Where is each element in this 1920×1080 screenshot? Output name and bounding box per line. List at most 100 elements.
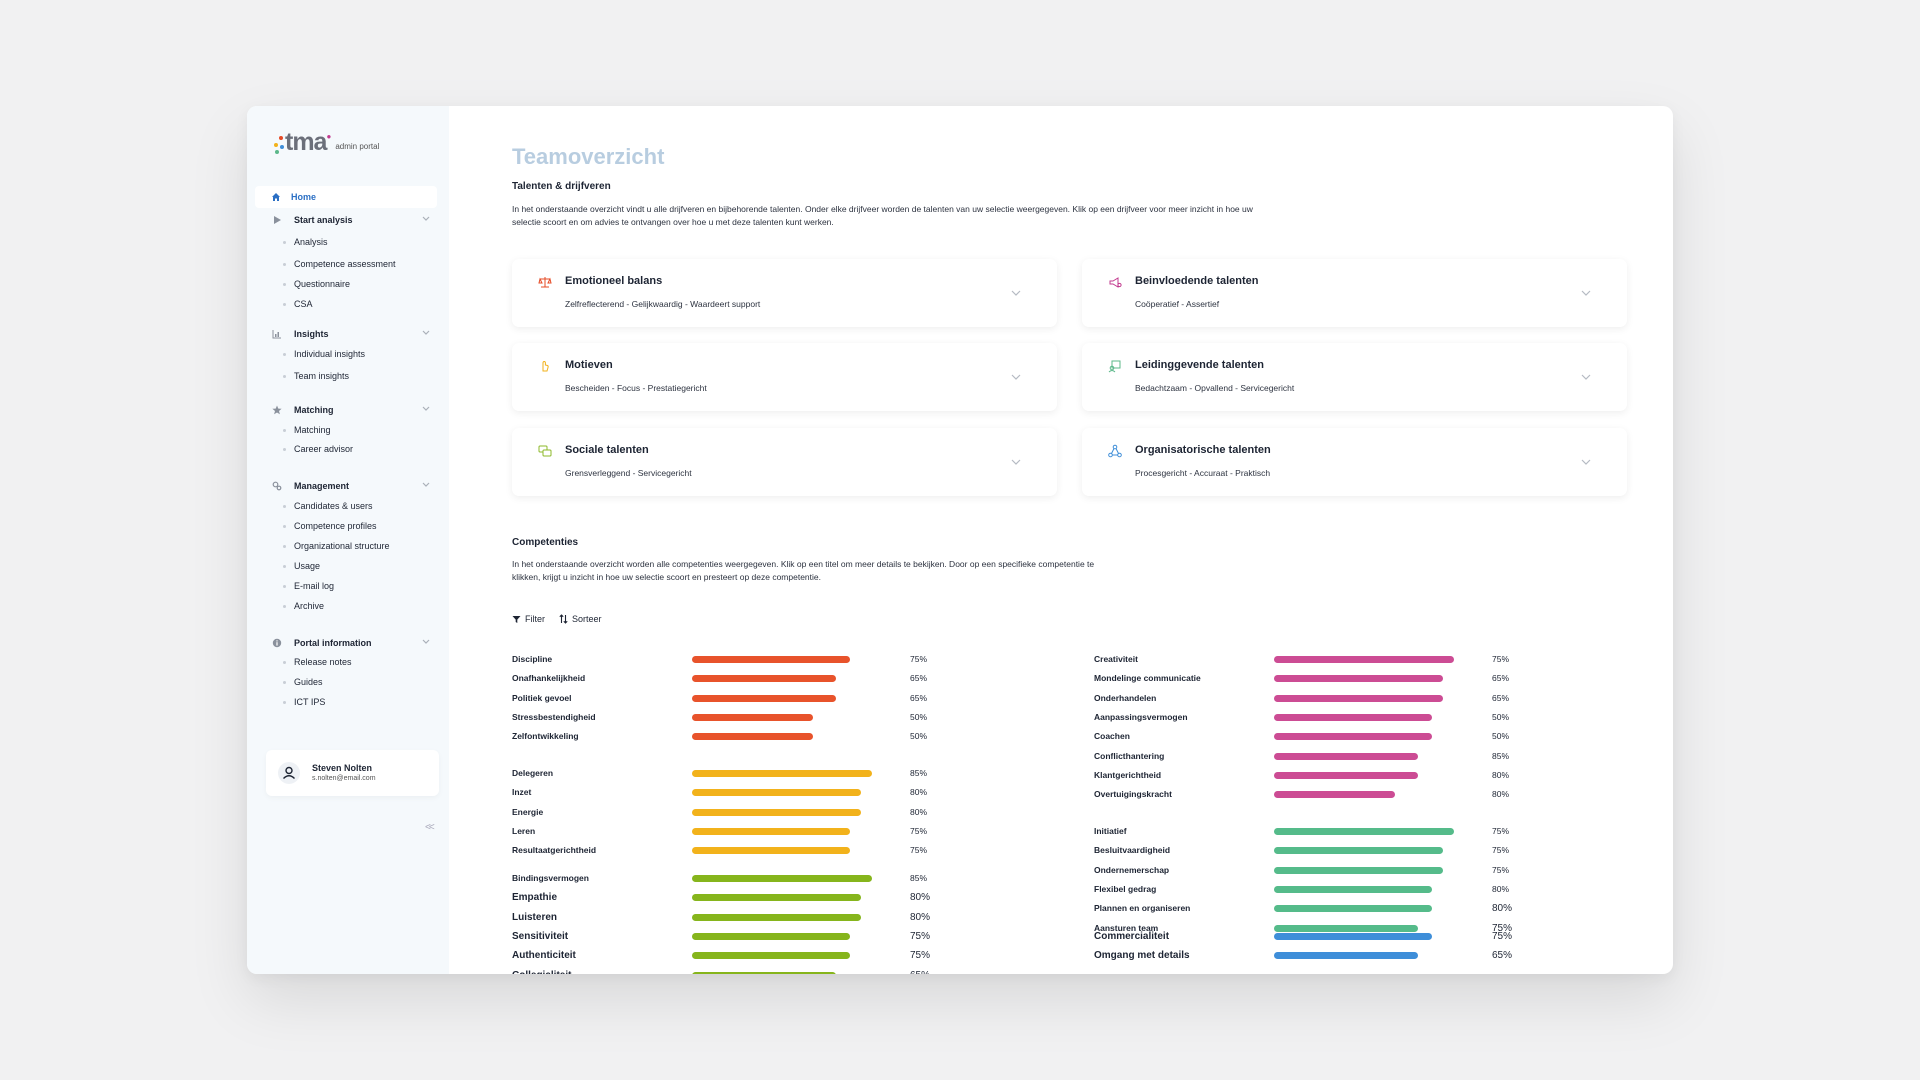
competency-row-ondernemerschap[interactable]: Ondernemerschap 75% — [1094, 864, 1534, 878]
collapse-sidebar-button[interactable]: << — [425, 822, 435, 833]
competency-row-luisteren[interactable]: Luisteren 80% — [512, 911, 952, 925]
competency-row-mondelinge-communicatie[interactable]: Mondelinge communicatie 65% — [1094, 672, 1534, 686]
competency-row-zelfontwikkeling[interactable]: Zelfontwikkeling 50% — [512, 730, 952, 744]
sidebar-item-competence-assessment[interactable]: Competence assessment — [283, 258, 396, 270]
competency-row-conflicthantering[interactable]: Conflicthantering 85% — [1094, 750, 1534, 764]
chevron-down-icon[interactable] — [421, 636, 431, 646]
competency-name[interactable]: Bindingsvermogen — [512, 873, 589, 883]
competency-row-bindingsvermogen[interactable]: Bindingsvermogen 85% — [512, 872, 952, 886]
competency-name[interactable]: Overtuigingskracht — [1094, 789, 1172, 800]
chevron-down-icon[interactable] — [421, 479, 431, 489]
chevron-down-icon[interactable] — [1580, 456, 1592, 468]
competency-name[interactable]: Onderhandelen — [1094, 692, 1157, 703]
sidebar-item-release-notes[interactable]: Release notes — [283, 656, 352, 668]
competency-row-onderhandelen[interactable]: Onderhandelen 65% — [1094, 692, 1534, 706]
competency-row-klantgerichtheid[interactable]: Klantgerichtheid 80% — [1094, 769, 1534, 783]
sidebar-item-archive[interactable]: Archive — [283, 600, 324, 612]
competency-name[interactable]: Leren — [512, 825, 536, 836]
competency-name[interactable]: Resultaatgerichtheid — [512, 845, 597, 856]
sidebar-item-ict-ips[interactable]: ICT IPS — [283, 696, 325, 708]
sidebar-item-candidates-users[interactable]: Candidates & users — [283, 500, 373, 512]
competency-row-energie[interactable]: Energie 80% — [512, 806, 952, 820]
sidebar-group-insights[interactable]: Insights — [247, 327, 449, 341]
card-motieven[interactable]: Motieven Bescheiden - Focus - Prestatieg… — [512, 343, 1057, 411]
competency-row-overtuigingskracht[interactable]: Overtuigingskracht 80% — [1094, 788, 1534, 802]
chevron-down-icon[interactable] — [421, 327, 431, 337]
card-organisatorische-talenten[interactable]: Organisatorische talenten Procesgericht … — [1082, 428, 1627, 496]
sidebar-item-competence-profiles[interactable]: Competence profiles — [283, 520, 377, 532]
card-leidinggevende-talenten[interactable]: Leidinggevende talenten Bedachtzaam - Op… — [1082, 343, 1627, 411]
competency-row-onafhankelijkheid[interactable]: Onafhankelijkheid 65% — [512, 672, 952, 686]
chevron-down-icon[interactable] — [1010, 287, 1022, 299]
competency-name[interactable]: Onafhankelijkheid — [512, 673, 586, 684]
chevron-down-icon[interactable] — [1580, 287, 1592, 299]
chevron-down-icon[interactable] — [1580, 371, 1592, 383]
competency-row-initiatief[interactable]: Initiatief 75% — [1094, 825, 1534, 839]
competency-row-resultaatgerichtheid[interactable]: Resultaatgerichtheid 75% — [512, 844, 952, 858]
competency-name[interactable]: Luisteren — [512, 911, 558, 923]
competency-row-collegialiteit[interactable]: Collegialiteit 65% — [512, 969, 952, 974]
sidebar-item-email-log[interactable]: E-mail log — [283, 580, 334, 592]
sidebar-group-management[interactable]: Management — [247, 479, 449, 493]
competency-row-authenticiteit[interactable]: Authenticiteit 75% — [512, 949, 952, 963]
competency-row-aanpassingsvermogen[interactable]: Aanpassingsvermogen 50% — [1094, 711, 1534, 725]
competency-name[interactable]: Delegeren — [512, 768, 554, 778]
sidebar-item-home[interactable]: Home — [255, 186, 437, 208]
competency-name[interactable]: Omgang met details — [1094, 950, 1190, 962]
competency-name[interactable]: Besluitvaardigheid — [1094, 845, 1171, 856]
sidebar-item-career-advisor[interactable]: Career advisor — [283, 443, 353, 455]
sidebar-item-usage[interactable]: Usage — [283, 560, 320, 572]
sidebar-group-portal-information[interactable]: Portal information — [247, 636, 449, 650]
competency-row-aansturen-team[interactable]: Aansturen team 75% — [1094, 922, 1534, 936]
competency-row-leren[interactable]: Leren 75% — [512, 825, 952, 839]
competency-row-delegeren[interactable]: Delegeren 85% — [512, 767, 952, 781]
sidebar-group-start-analysis[interactable]: Start analysis — [247, 213, 449, 227]
competency-row-besluitvaardigheid[interactable]: Besluitvaardigheid 75% — [1094, 844, 1534, 858]
competency-name[interactable]: Ondernemerschap — [1094, 864, 1170, 875]
competency-row-empathie[interactable]: Empathie 80% — [512, 891, 952, 905]
competency-name[interactable]: Empathie — [512, 892, 558, 904]
competency-name[interactable]: Sensitiviteit — [512, 930, 569, 942]
competency-name[interactable]: Mondelinge communicatie — [1094, 673, 1201, 684]
card-emotioneel-balans[interactable]: Emotioneel balans Zelfreflecterend - Gel… — [512, 259, 1057, 327]
competency-row-politiek-gevoel[interactable]: Politiek gevoel 65% — [512, 692, 952, 706]
competency-name[interactable]: Aanpassingsvermogen — [1094, 711, 1188, 722]
competency-name[interactable]: Stressbestendigheid — [512, 711, 596, 722]
competency-name[interactable]: Initiatief — [1094, 826, 1127, 836]
competency-row-creativiteit[interactable]: Creativiteit 75% — [1094, 653, 1534, 667]
competency-row-coachen[interactable]: Coachen 50% — [1094, 730, 1534, 744]
chevron-down-icon[interactable] — [421, 213, 431, 223]
competency-name[interactable]: Discipline — [512, 654, 553, 664]
chevron-down-icon[interactable] — [1010, 456, 1022, 468]
sidebar-item-team-insights[interactable]: Team insights — [283, 370, 349, 382]
sidebar-item-guides[interactable]: Guides — [283, 676, 323, 688]
user-card[interactable]: Steven Nolten s.nolten@email.com — [266, 750, 439, 796]
sidebar-item-organizational-structure[interactable]: Organizational structure — [283, 540, 390, 552]
sidebar-group-matching[interactable]: Matching — [247, 403, 449, 417]
competency-name[interactable]: Energie — [512, 806, 544, 817]
competency-name[interactable]: Zelfontwikkeling — [512, 731, 579, 742]
brand-logo[interactable]: tma ● admin portal — [273, 130, 379, 155]
chevron-down-icon[interactable] — [421, 403, 431, 413]
competency-name[interactable]: Authenticiteit — [512, 950, 576, 962]
card-sociale-talenten[interactable]: Sociale talenten Grensverleggend - Servi… — [512, 428, 1057, 496]
chevron-down-icon[interactable] — [1010, 371, 1022, 383]
sort-button[interactable]: Sorteer — [559, 614, 602, 624]
competency-row-inzet[interactable]: Inzet 80% — [512, 786, 952, 800]
competency-name[interactable]: Flexibel gedrag — [1094, 883, 1157, 894]
competency-name[interactable]: Inzet — [512, 787, 532, 798]
competency-name[interactable]: Klantgerichtheid — [1094, 769, 1162, 780]
sidebar-item-matching[interactable]: Matching — [283, 424, 331, 436]
competency-name[interactable]: Coachen — [1094, 731, 1130, 742]
competency-name[interactable]: Conflicthantering — [1094, 750, 1165, 761]
card-beinvloedende-talenten[interactable]: Beinvloedende talenten Coöperatief - Ass… — [1082, 259, 1627, 327]
sidebar-item-questionnaire[interactable]: Questionnaire — [283, 278, 350, 290]
competency-row-sensitiviteit[interactable]: Sensitiviteit 75% — [512, 930, 952, 944]
sidebar-item-csa[interactable]: CSA — [283, 298, 313, 310]
competency-name[interactable]: Commercialiteit — [1094, 931, 1170, 942]
sidebar-item-individual-insights[interactable]: Individual insights — [283, 348, 365, 360]
competency-row-plannen-en-organiseren[interactable]: Plannen en organiseren 80% — [1094, 902, 1534, 916]
competency-row-commercialiteit[interactable]: Commercialiteit 75% — [1094, 930, 1534, 944]
competency-row-stressbestendigheid[interactable]: Stressbestendigheid 50% — [512, 711, 952, 725]
competency-name[interactable]: Aansturen team — [1094, 922, 1159, 933]
